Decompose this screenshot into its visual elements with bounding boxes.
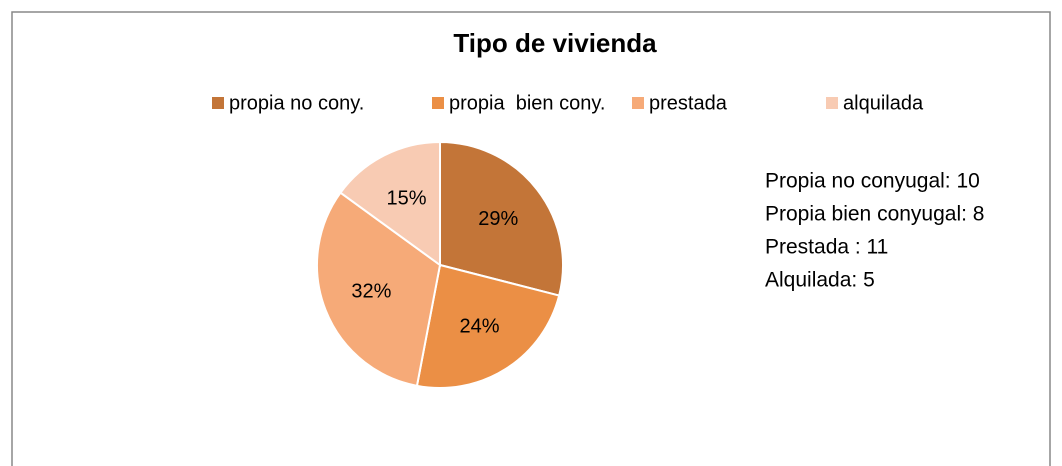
legend-label: alquilada (843, 92, 924, 114)
legend-label: propia no cony. (229, 92, 364, 114)
legend-label: prestada (649, 92, 728, 114)
legend-swatch (432, 97, 444, 109)
legend-label: propia bien cony. (449, 92, 605, 114)
chart-title: Tipo de vivienda (453, 28, 657, 58)
annotation: Prestada : 11 (765, 236, 888, 259)
legend-swatch (212, 97, 224, 109)
data-label: 32% (351, 280, 391, 302)
legend-swatch (826, 97, 838, 109)
pie-slice (316, 191, 442, 387)
data-label: 15% (386, 188, 426, 210)
pie-slice (439, 140, 564, 297)
legend-swatch (632, 97, 644, 109)
annotation: Propia bien conyugal: 8 (765, 203, 985, 226)
pie-slice (339, 140, 441, 267)
chart-border (11, 11, 1051, 466)
annotation: Alquilada: 5 (765, 269, 875, 292)
annotation: Propia no conyugal: 10 (765, 170, 980, 193)
pie-slice (415, 263, 561, 389)
data-label: 24% (460, 316, 500, 338)
data-label: 29% (478, 208, 518, 230)
